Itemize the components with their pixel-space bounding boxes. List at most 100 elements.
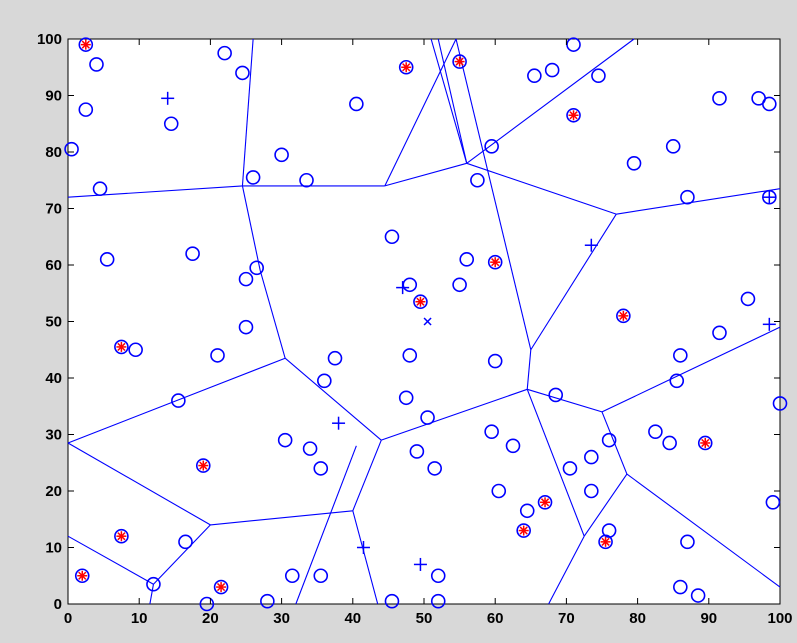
voronoi-edge bbox=[241, 38, 254, 186]
circle-marker bbox=[128, 342, 143, 358]
circle-marker bbox=[430, 593, 446, 609]
circle-marker bbox=[313, 461, 329, 476]
y-tick-label: 70 bbox=[45, 201, 62, 218]
asterisk-stroke bbox=[455, 57, 464, 66]
voronoi-edge bbox=[583, 473, 628, 537]
voronoi-edge bbox=[548, 535, 585, 605]
asterisk-marker bbox=[600, 536, 611, 547]
asterisk-marker bbox=[490, 257, 501, 268]
asterisk-marker bbox=[198, 460, 209, 471]
voronoi-edge bbox=[526, 389, 585, 537]
y-tick-label: 30 bbox=[45, 427, 62, 444]
x-tick-label: 10 bbox=[131, 610, 148, 627]
x-tick-label: 50 bbox=[416, 610, 433, 627]
voronoi-edge bbox=[149, 584, 154, 605]
circle-marker bbox=[669, 373, 685, 389]
plus-marker bbox=[413, 557, 427, 571]
circle-marker bbox=[217, 45, 232, 61]
circle-marker bbox=[648, 424, 663, 439]
circle-marker bbox=[384, 593, 400, 609]
voronoi-edge bbox=[67, 535, 154, 585]
circle-marker bbox=[238, 319, 254, 335]
voronoi-edge bbox=[466, 38, 635, 164]
asterisk-stroke bbox=[81, 40, 90, 49]
voronoi-edge bbox=[67, 442, 211, 526]
circle-marker bbox=[178, 534, 193, 550]
circle-marker bbox=[527, 68, 542, 84]
asterisk-stroke bbox=[199, 461, 208, 470]
y-tick-label: 20 bbox=[45, 483, 62, 500]
voronoi-edge bbox=[241, 185, 261, 271]
circle-marker bbox=[238, 271, 254, 287]
circle-marker bbox=[163, 116, 179, 132]
circle-marker bbox=[452, 54, 467, 69]
asterisk-marker bbox=[518, 525, 529, 536]
circle-marker bbox=[665, 139, 681, 154]
circle-marker bbox=[185, 246, 200, 261]
circle-marker bbox=[384, 229, 400, 245]
voronoi-edge bbox=[67, 357, 286, 444]
asterisk-marker bbox=[618, 310, 629, 321]
circle-marker bbox=[299, 172, 314, 188]
circle-marker bbox=[519, 503, 535, 519]
asterisk-stroke bbox=[402, 63, 411, 72]
voronoi-edge bbox=[466, 162, 617, 215]
voronoi-edge bbox=[530, 213, 617, 351]
asterisk-marker bbox=[700, 437, 711, 448]
circle-marker bbox=[697, 435, 713, 451]
circle-marker bbox=[470, 172, 485, 188]
x-tick-label: 80 bbox=[629, 610, 646, 627]
voronoi-edge bbox=[601, 326, 781, 413]
circle-marker bbox=[537, 494, 553, 510]
y-tick-label: 10 bbox=[45, 540, 62, 557]
circle-marker bbox=[484, 139, 499, 154]
x-tick-label: 90 bbox=[700, 610, 717, 627]
circle-marker bbox=[171, 393, 186, 408]
y-tick-label: 50 bbox=[45, 314, 62, 331]
circle-marker bbox=[302, 441, 318, 456]
circle-marker bbox=[505, 438, 521, 454]
circle-marker bbox=[762, 96, 777, 112]
voronoi-edge bbox=[284, 357, 382, 441]
asterisk-stroke bbox=[540, 498, 550, 507]
asterisk-marker bbox=[540, 497, 551, 508]
asterisk-marker bbox=[80, 39, 91, 50]
asterisk-stroke bbox=[569, 111, 578, 120]
circle-marker bbox=[249, 260, 264, 276]
circle-marker bbox=[114, 339, 129, 355]
asterisk-marker bbox=[568, 110, 579, 121]
x-marker bbox=[423, 317, 432, 326]
circle-marker bbox=[566, 107, 581, 123]
circle-marker bbox=[327, 350, 343, 366]
asterisk-stroke bbox=[416, 297, 425, 306]
plus-marker bbox=[584, 238, 598, 252]
circle-marker bbox=[420, 410, 435, 425]
voronoi-edge bbox=[352, 510, 379, 605]
voronoi-edge bbox=[295, 445, 357, 605]
circle-marker bbox=[459, 252, 475, 267]
circle-marker bbox=[402, 348, 418, 363]
circle-marker bbox=[673, 579, 688, 595]
asterisk-marker bbox=[116, 341, 127, 352]
circle-marker bbox=[398, 390, 414, 406]
circle-marker bbox=[349, 96, 364, 112]
circle-marker bbox=[616, 308, 631, 324]
plot-area bbox=[67, 38, 781, 605]
circle-marker bbox=[566, 37, 581, 52]
voronoi-edge bbox=[526, 349, 532, 390]
voronoi-edge bbox=[437, 38, 468, 164]
asterisk-stroke bbox=[216, 582, 226, 592]
plus-marker bbox=[356, 541, 370, 554]
asterisk-stroke bbox=[701, 438, 710, 448]
voronoi-edge bbox=[153, 524, 211, 585]
circle-marker bbox=[740, 291, 756, 307]
circle-marker bbox=[284, 568, 300, 584]
circle-marker bbox=[544, 62, 560, 78]
asterisk-marker bbox=[116, 531, 127, 542]
asterisk-marker bbox=[401, 62, 412, 73]
asterisk-stroke bbox=[491, 258, 500, 267]
asterisk-marker bbox=[77, 570, 88, 581]
asterisk-marker bbox=[415, 296, 426, 307]
circle-marker bbox=[591, 68, 606, 84]
